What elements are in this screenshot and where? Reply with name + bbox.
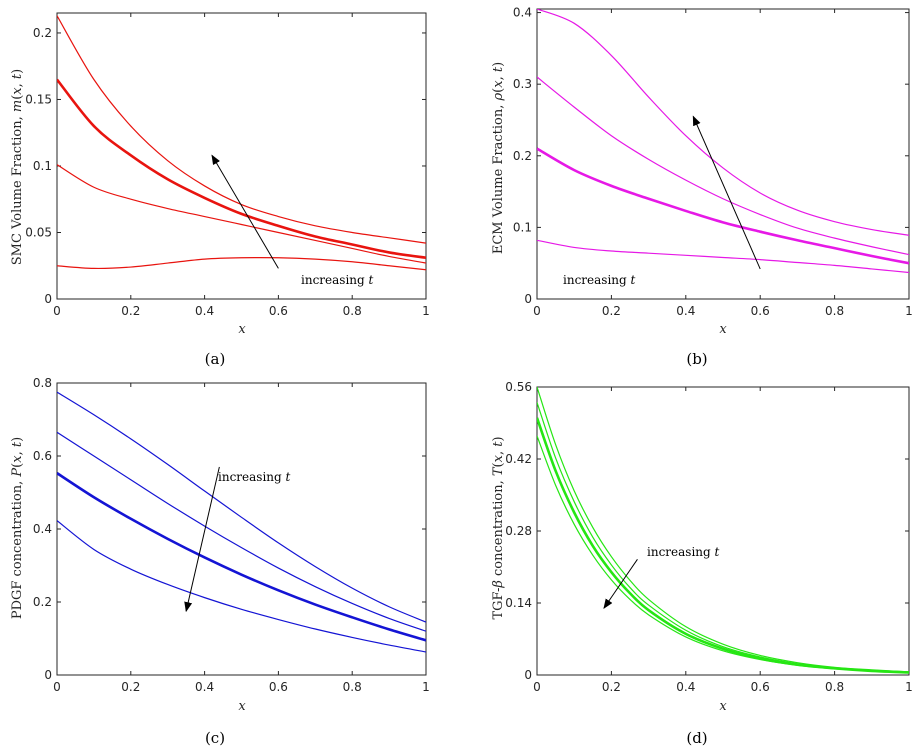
plot-c: 0 0.2 0.4 0.6 0.8 1 0 0.2 0.4 0.6 0.8 increasing t — [33, 376, 430, 694]
ytick-label-c: 0.4 — [33, 522, 52, 536]
xtick-label-b: 0.2 — [602, 304, 621, 318]
caption-a: (a) — [205, 350, 226, 368]
xlabel-c: x — [238, 699, 246, 714]
series-line-c-2 — [57, 431, 426, 632]
panel-c: PDGF concentration, P(x, t) x (c) — [10, 437, 246, 747]
series-line-c-3 — [57, 472, 426, 642]
ytick-label-d: 0.28 — [505, 524, 532, 538]
ylabel-d: TGF-β concentration, T(x, t) — [491, 436, 506, 619]
series-line-c-1 — [57, 391, 426, 623]
ytick-label-c: 0 — [44, 668, 52, 682]
series-line-a-4 — [57, 15, 426, 244]
ylabel-c: PDGF concentration, P(x, t) — [10, 437, 25, 619]
increasing-t-arrow-a — [211, 154, 279, 269]
ytick-label-d: 0 — [524, 668, 532, 682]
ytick-label-a: 0 — [44, 292, 52, 306]
caption-b: (b) — [686, 350, 707, 368]
plot-b: 0 0.2 0.4 0.6 0.8 1 0 0.1 0.2 0.3 0.4 increasing t — [513, 6, 913, 318]
xtick-label-a: 1 — [422, 304, 430, 318]
ytick-label-c: 0.6 — [33, 449, 52, 463]
xtick-label-b: 0 — [533, 304, 541, 318]
caption-c: (c) — [205, 729, 225, 747]
annotation-c: increasing t — [218, 470, 291, 484]
series-line-b-3 — [537, 76, 909, 256]
xtick-label-c: 0 — [53, 680, 61, 694]
ytick-label-b: 0.4 — [513, 6, 532, 20]
plot-a: 0 0.2 0.4 0.6 0.8 1 0 0.05 0.1 0.15 0.2 increasing … — [25, 12, 430, 318]
series-line-b-1 — [537, 239, 909, 274]
series-line-b-2 — [537, 147, 909, 265]
axes-box-c — [56, 382, 427, 676]
xlabel-d: x — [719, 699, 727, 714]
annotation-b: increasing t — [563, 273, 636, 287]
xtick-label-d: 0.8 — [825, 680, 844, 694]
ylabel-b: ECM Volume Fraction, ρ(x, t) — [491, 62, 506, 254]
xtick-label-c: 0.8 — [343, 680, 362, 694]
ylabel-a: SMC Volume Fraction, m(x, t) — [10, 69, 25, 265]
series-line-a-2 — [57, 164, 426, 264]
ytick-label-a: 0.2 — [33, 26, 52, 40]
xtick-label-a: 0.4 — [195, 304, 214, 318]
xtick-label-c: 0.6 — [269, 680, 288, 694]
ytick-label-b: 0.3 — [513, 77, 532, 91]
ytick-label-d: 0.56 — [505, 380, 532, 394]
xtick-label-d: 1 — [905, 680, 913, 694]
xtick-label-d: 0.4 — [676, 680, 695, 694]
xtick-label-a: 0.8 — [343, 304, 362, 318]
increasing-t-arrow-c — [184, 466, 220, 613]
ytick-label-d: 0.14 — [505, 596, 532, 610]
xtick-label-a: 0.6 — [269, 304, 288, 318]
xtick-label-a: 0.2 — [121, 304, 140, 318]
ytick-label-b: 0.1 — [513, 220, 532, 234]
xtick-label-c: 1 — [422, 680, 430, 694]
xtick-label-b: 1 — [905, 304, 913, 318]
plot-d: 0 0.2 0.4 0.6 0.8 1 0 0.14 0.28 0.42 0.56 increasin… — [505, 380, 913, 694]
increasing-t-arrow-b — [692, 115, 761, 270]
ytick-label-a: 0.15 — [25, 92, 52, 106]
axes-box-d — [536, 386, 910, 676]
xtick-label-b: 0.8 — [825, 304, 844, 318]
xtick-label-d: 0.6 — [751, 680, 770, 694]
series-line-a-3 — [57, 78, 426, 260]
series-line-d-4 — [537, 435, 909, 674]
xtick-label-c: 0.4 — [195, 680, 214, 694]
axes-box-b — [536, 8, 910, 300]
xtick-label-d: 0.2 — [602, 680, 621, 694]
xtick-label-d: 0 — [533, 680, 541, 694]
xtick-label-c: 0.2 — [121, 680, 140, 694]
annotation-a: increasing t — [301, 273, 374, 287]
ytick-label-c: 0.8 — [33, 376, 52, 390]
increasing-t-arrow-d — [603, 559, 638, 609]
panel-b: ECM Volume Fraction, ρ(x, t) x (b) — [491, 62, 727, 368]
axes-box-a — [56, 12, 427, 300]
xtick-label-b: 0.4 — [676, 304, 695, 318]
ytick-label-a: 0.05 — [25, 225, 52, 239]
ytick-label-d: 0.42 — [505, 452, 532, 466]
xtick-label-a: 0 — [53, 304, 61, 318]
series-line-b-4 — [537, 9, 909, 236]
ytick-label-b: 0.2 — [513, 149, 532, 163]
series-line-a-1 — [57, 256, 426, 271]
ytick-label-b: 0 — [524, 292, 532, 306]
panel-d: TGF-β concentration, T(x, t) x (d) — [491, 436, 727, 747]
ytick-label-a: 0.1 — [33, 159, 52, 173]
series-line-c-4 — [57, 520, 426, 653]
xlabel-a: x — [238, 322, 246, 337]
panel-a: SMC Volume Fraction, m(x, t) x (a) — [10, 69, 246, 368]
annotation-d: increasing t — [647, 545, 720, 559]
caption-d: (d) — [686, 729, 707, 747]
ytick-label-c: 0.2 — [33, 595, 52, 609]
xlabel-b: x — [719, 322, 727, 337]
xtick-label-b: 0.6 — [751, 304, 770, 318]
